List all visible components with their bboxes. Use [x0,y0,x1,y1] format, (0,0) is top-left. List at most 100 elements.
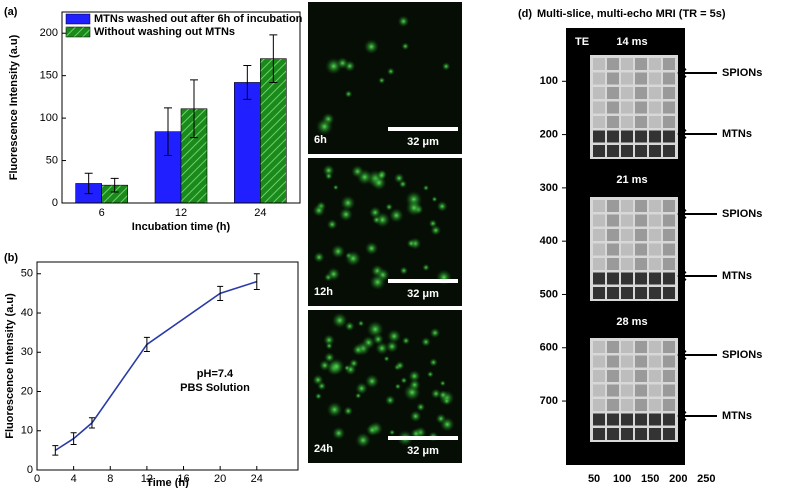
cell-glow [314,392,323,400]
x-axis-label: Incubation time (h) [132,221,231,233]
phantom-cell [593,384,605,397]
phantom-cell [607,428,619,440]
phantom-cell [663,370,675,382]
cell-glow [363,39,380,55]
phantom-cell [663,58,675,70]
cell-glow [400,376,408,384]
scale-bar [388,127,458,131]
phantom-cell [663,428,675,440]
panel-label: (d) [518,8,532,20]
phantom-cell [649,428,661,440]
phantom-cell [593,272,605,285]
line [54,280,258,452]
error-bar [52,445,59,456]
phantom-cell [593,58,605,70]
phantom-cell [663,341,675,353]
cell-glow [315,117,334,136]
cell-glow [352,343,365,356]
phantom-cell [593,370,605,382]
phantom-cell [663,272,675,285]
y-tick-label: 150 [40,70,58,82]
phantom-cell [621,258,633,270]
phantom-cell [635,399,647,411]
cell-glow [344,250,362,267]
phantom-cell [607,384,619,397]
phantom-cell [607,399,619,411]
cell-glow [431,196,438,203]
error-bar [110,177,119,193]
phantom-cell [649,341,661,353]
plot-frame [36,261,299,471]
cell-glow [326,401,343,418]
cell-glow [416,402,426,412]
y-axis-label: Fluorescence Intensity (a.u) [8,34,20,180]
phantom-cell [649,229,661,241]
phantom-cell [593,87,605,99]
cell-glow [384,394,396,406]
x-axis-label: Time (h) [146,477,189,488]
scale-bar [388,279,458,283]
phantom-cell [635,355,647,368]
phantom-cell [635,229,647,241]
arrow-label: SPIONs [722,349,762,361]
echo-time: 14 ms [616,36,647,48]
cell-glow [385,339,399,354]
phantom-cell [663,229,675,241]
bar [234,82,261,204]
cell-glow [409,410,422,423]
cell-glow [369,273,386,291]
cell-glow [364,241,379,256]
legend-label: Without washing out MTNs [94,26,235,38]
phantom-cell [663,384,675,397]
cell-glow [364,373,380,389]
error-bar [88,417,95,429]
phantom-cell [607,287,619,299]
time-label: 12h [314,286,333,298]
arrow-label: MTNs [722,128,752,140]
error-bar [269,34,278,83]
arrow [676,68,717,78]
phantom-cell [663,287,675,299]
phantom-cell [593,130,605,143]
y-tick-label: 500 [540,288,558,300]
phantom-cell [663,214,675,227]
y-tick-label: 40 [21,307,33,319]
cell-glow [401,42,410,51]
phantom-cell [621,214,633,227]
phantom-cell [649,72,661,85]
phantom-cell [635,200,647,212]
legend-swatch [65,26,91,38]
cell-glow [394,383,402,390]
annotation: PBS Solution [180,382,250,394]
cell-glow [326,267,341,282]
cell-glow [331,426,346,440]
cell-glow [393,172,405,184]
cell-glow [326,218,338,230]
x-tick-label: 16 [177,473,189,485]
phantom-cell [593,214,605,227]
scale-label: 32 μm [407,288,439,300]
cell-glow [340,195,356,211]
cell-glow [354,392,362,400]
phantom-cell [663,116,675,128]
echo-time: 21 ms [616,174,647,186]
cell-glow [378,76,386,85]
phantom-cell [635,243,647,256]
error-bar [243,64,252,100]
cell-glow [368,206,382,219]
phantom-cell [649,413,661,426]
phantom-cell [635,116,647,128]
error-bar [190,79,198,139]
cell-glow [435,269,453,286]
phantom-cell [635,413,647,426]
phantom-cell [635,341,647,353]
cell-glow [323,351,336,364]
phantom-cell [635,287,647,299]
scale-bar [388,436,458,440]
y-tick-label: 200 [540,128,558,140]
phantom-cell [593,399,605,411]
phantom-cell [607,370,619,382]
phantom-cell [621,243,633,256]
y-tick-label: 0 [52,197,58,209]
